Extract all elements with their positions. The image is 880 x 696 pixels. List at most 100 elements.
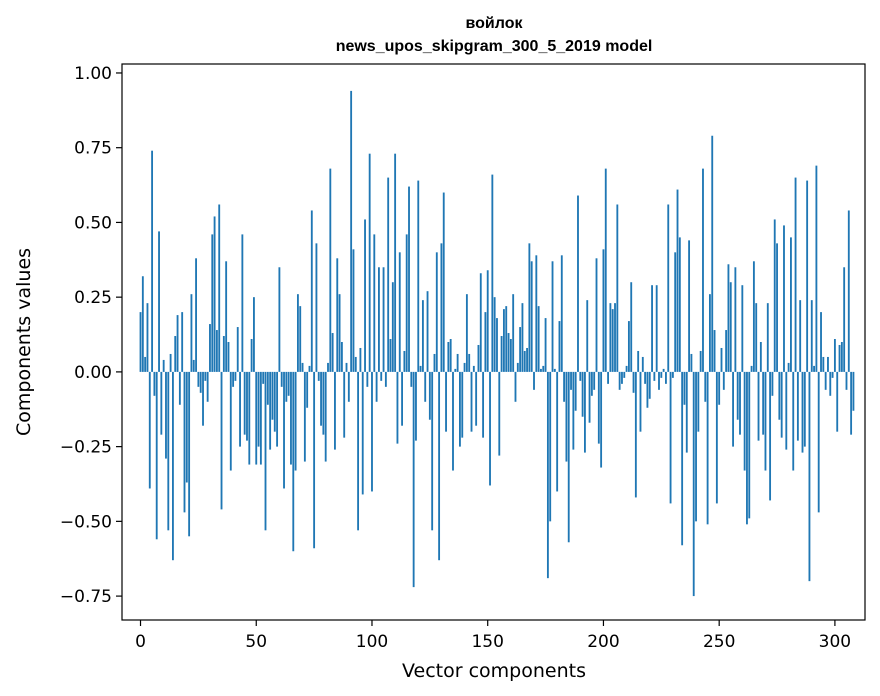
x-tick-label: 200 [587,632,619,652]
bar-252 [722,371,725,390]
bar-128 [435,252,438,372]
bar-271 [766,303,769,372]
bar-240 [695,371,697,522]
bar-30 [209,324,211,372]
bar-53 [262,371,265,384]
bar-193 [586,300,589,372]
bar-55 [266,371,269,405]
bar-113 [401,371,403,426]
bar-172 [537,306,540,372]
bar-279 [785,371,788,450]
bar-114 [403,350,406,372]
bar-276 [778,371,781,420]
bar-203 [609,303,612,372]
bar-38 [227,342,230,372]
bar-102 [375,371,378,402]
bar-280 [787,362,790,372]
bar-275 [776,243,778,372]
bar-220 [648,371,651,399]
bar-199 [600,371,603,468]
bar-15 [174,336,177,372]
bar-159 [507,333,510,372]
bar-141 [465,294,468,372]
bar-40 [232,371,235,387]
bar-243 [702,168,704,372]
x-tick-label: 100 [356,632,388,652]
bar-12 [167,371,170,531]
bar-60 [278,267,281,372]
bar-49 [253,297,255,372]
bar-225 [660,371,663,378]
bar-192 [584,371,586,453]
bar-157 [502,309,505,372]
bar-261 [743,371,746,471]
bar-296 [824,371,827,390]
bar-211 [627,321,630,372]
bar-52 [259,371,262,465]
bar-39 [229,371,232,471]
bar-191 [581,371,584,417]
bar-121 [419,365,422,372]
bar-290 [810,300,813,372]
bar-76 [315,243,318,372]
bar-258 [736,371,739,420]
bar-260 [741,285,744,372]
bar-93 [354,356,357,372]
bar-79 [322,371,325,435]
bar-200 [602,249,605,372]
bar-16 [176,315,179,372]
bar-250 [718,371,721,405]
bar-27 [202,371,204,426]
bar-74 [310,210,313,372]
bar-84 [334,371,336,450]
bar-274 [773,219,776,372]
x-tick-label: 150 [471,632,503,652]
bar-285 [799,300,802,372]
bar-160 [509,339,512,372]
bar-154 [496,318,498,372]
bar-4 [148,371,151,489]
bar-105 [382,267,385,372]
bar-109 [391,282,394,372]
bar-305 [845,371,848,390]
x-tick-label: 50 [245,632,267,652]
bar-72 [306,371,309,408]
bar-214 [634,371,637,498]
bar-197 [595,258,598,372]
bar-78 [320,371,322,426]
bar-92 [352,249,355,372]
bar-303 [840,342,843,372]
bar-90 [347,371,350,402]
bar-236 [685,371,688,453]
bar-156 [500,336,503,372]
bar-179 [553,368,556,372]
bar-244 [704,371,707,402]
bar-97 [364,219,366,372]
bar-70 [301,362,304,372]
bar-306 [847,210,850,372]
bar-231 [674,252,677,372]
bar-174 [542,365,545,372]
bar-59 [276,371,279,447]
bar-63 [285,371,288,402]
bar-182 [560,255,563,372]
bar-124 [426,291,429,372]
bar-152 [491,174,494,372]
x-tick-label: 0 [135,632,146,652]
bar-286 [801,371,804,453]
bar-117 [410,371,413,387]
bar-181 [558,321,561,372]
bar-239 [692,371,695,597]
bar-88 [343,371,346,438]
bar-234 [681,371,684,546]
bar-245 [706,371,709,525]
bar-266 [755,303,758,372]
bar-148 [482,371,485,438]
bar-176 [546,371,549,579]
bar-89 [345,362,348,372]
bar-270 [764,371,767,471]
bar-143 [470,371,473,432]
bar-36 [222,336,225,372]
bar-26 [199,371,202,393]
bar-101 [373,234,376,372]
